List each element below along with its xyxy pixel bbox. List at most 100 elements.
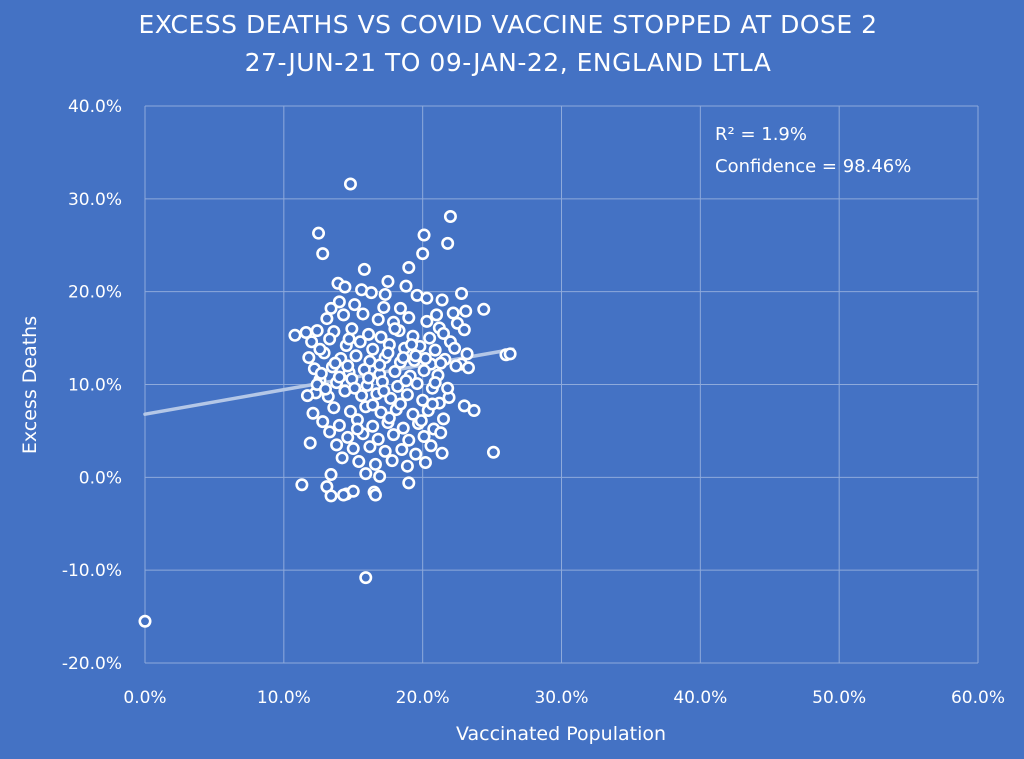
data-point <box>428 376 442 390</box>
data-point <box>314 366 328 380</box>
data-point <box>332 295 346 309</box>
x-tick-labels: 0.0% 10.0% 20.0% 30.0% 40.0% 50.0% 60.0% <box>123 688 1005 708</box>
data-point <box>503 347 517 361</box>
data-point <box>373 358 387 372</box>
data-point <box>316 247 330 261</box>
data-point <box>467 403 481 417</box>
data-point <box>377 384 391 398</box>
y-tick-label: 30.0% <box>68 190 122 210</box>
data-point <box>138 614 152 628</box>
data-point <box>371 432 385 446</box>
data-point <box>364 286 378 300</box>
data-point <box>477 302 491 316</box>
x-tick-label: 40.0% <box>673 688 727 708</box>
data-point <box>345 322 359 336</box>
data-point <box>396 351 410 365</box>
data-point <box>393 301 407 315</box>
data-point <box>417 364 431 378</box>
data-point <box>385 454 399 468</box>
data-point <box>399 374 413 388</box>
data-point <box>324 301 338 315</box>
data-point <box>359 467 373 481</box>
data-point <box>342 332 356 346</box>
data-point <box>343 177 357 191</box>
data-point <box>417 429 431 443</box>
data-point <box>324 489 338 503</box>
y-tick-label: 0.0% <box>79 468 122 488</box>
data-point <box>349 349 363 363</box>
trendline <box>143 347 515 416</box>
data-point <box>409 349 423 363</box>
data-point <box>366 342 380 356</box>
data-point <box>461 361 475 375</box>
y-tick-label: 40.0% <box>68 97 122 117</box>
data-point <box>348 381 362 395</box>
data-point <box>341 430 355 444</box>
data-point <box>381 274 395 288</box>
data-point <box>378 287 392 301</box>
data-point <box>316 415 330 429</box>
data-point <box>320 312 334 326</box>
data-point <box>323 332 337 346</box>
data-point <box>424 439 438 453</box>
data-point <box>346 442 360 456</box>
data-point <box>436 412 450 426</box>
x-tick-label: 10.0% <box>257 688 311 708</box>
data-point <box>396 421 410 435</box>
data-point <box>302 351 316 365</box>
data-point <box>362 327 376 341</box>
r-squared-annotation: R² = 1.9% <box>715 124 807 145</box>
data-point <box>449 359 463 373</box>
data-point <box>368 457 382 471</box>
chart-title: EXCESS DEATHS VS COVID VACCINE STOPPED A… <box>138 10 877 39</box>
data-point <box>393 397 407 411</box>
data-point <box>430 308 444 322</box>
data-point <box>303 436 317 450</box>
data-point <box>324 468 338 482</box>
gridlines <box>144 105 979 664</box>
data-points <box>138 177 517 628</box>
data-point <box>332 370 346 384</box>
data-point <box>387 428 401 442</box>
confidence-annotation: Confidence = 98.46% <box>715 156 911 177</box>
data-point <box>359 571 373 585</box>
data-point <box>446 306 460 320</box>
x-tick-label: 0.0% <box>123 688 166 708</box>
data-point <box>373 469 387 483</box>
data-point <box>460 347 474 361</box>
x-axis-title: Vaccinated Population <box>456 723 666 745</box>
data-point <box>313 342 327 356</box>
data-point <box>402 261 416 275</box>
data-point <box>323 425 337 439</box>
data-point <box>405 338 419 352</box>
data-point <box>318 382 332 396</box>
data-point <box>330 438 344 452</box>
data-point <box>459 304 473 318</box>
chart-subtitle: 27-JUN-21 TO 09-JAN-22, ENGLAND LTLA <box>245 48 772 77</box>
data-point <box>448 341 462 355</box>
data-point <box>305 335 319 349</box>
data-point <box>441 236 455 250</box>
data-point <box>395 442 409 456</box>
data-point <box>356 307 370 321</box>
data-point <box>335 451 349 465</box>
data-point <box>357 262 371 276</box>
data-point <box>434 426 448 440</box>
y-axis-title: Excess Deaths <box>19 316 41 454</box>
data-point <box>381 346 395 360</box>
data-point <box>418 455 432 469</box>
data-point <box>306 406 320 420</box>
x-tick-label: 50.0% <box>812 688 866 708</box>
data-point <box>368 488 382 502</box>
data-point <box>436 326 450 340</box>
data-point <box>327 401 341 415</box>
data-point <box>352 455 366 469</box>
data-point <box>399 279 413 293</box>
y-tick-label: 10.0% <box>68 376 122 396</box>
data-point <box>371 313 385 327</box>
data-point <box>420 314 434 328</box>
data-point <box>455 287 469 301</box>
data-point <box>332 418 346 432</box>
data-point <box>420 291 434 305</box>
